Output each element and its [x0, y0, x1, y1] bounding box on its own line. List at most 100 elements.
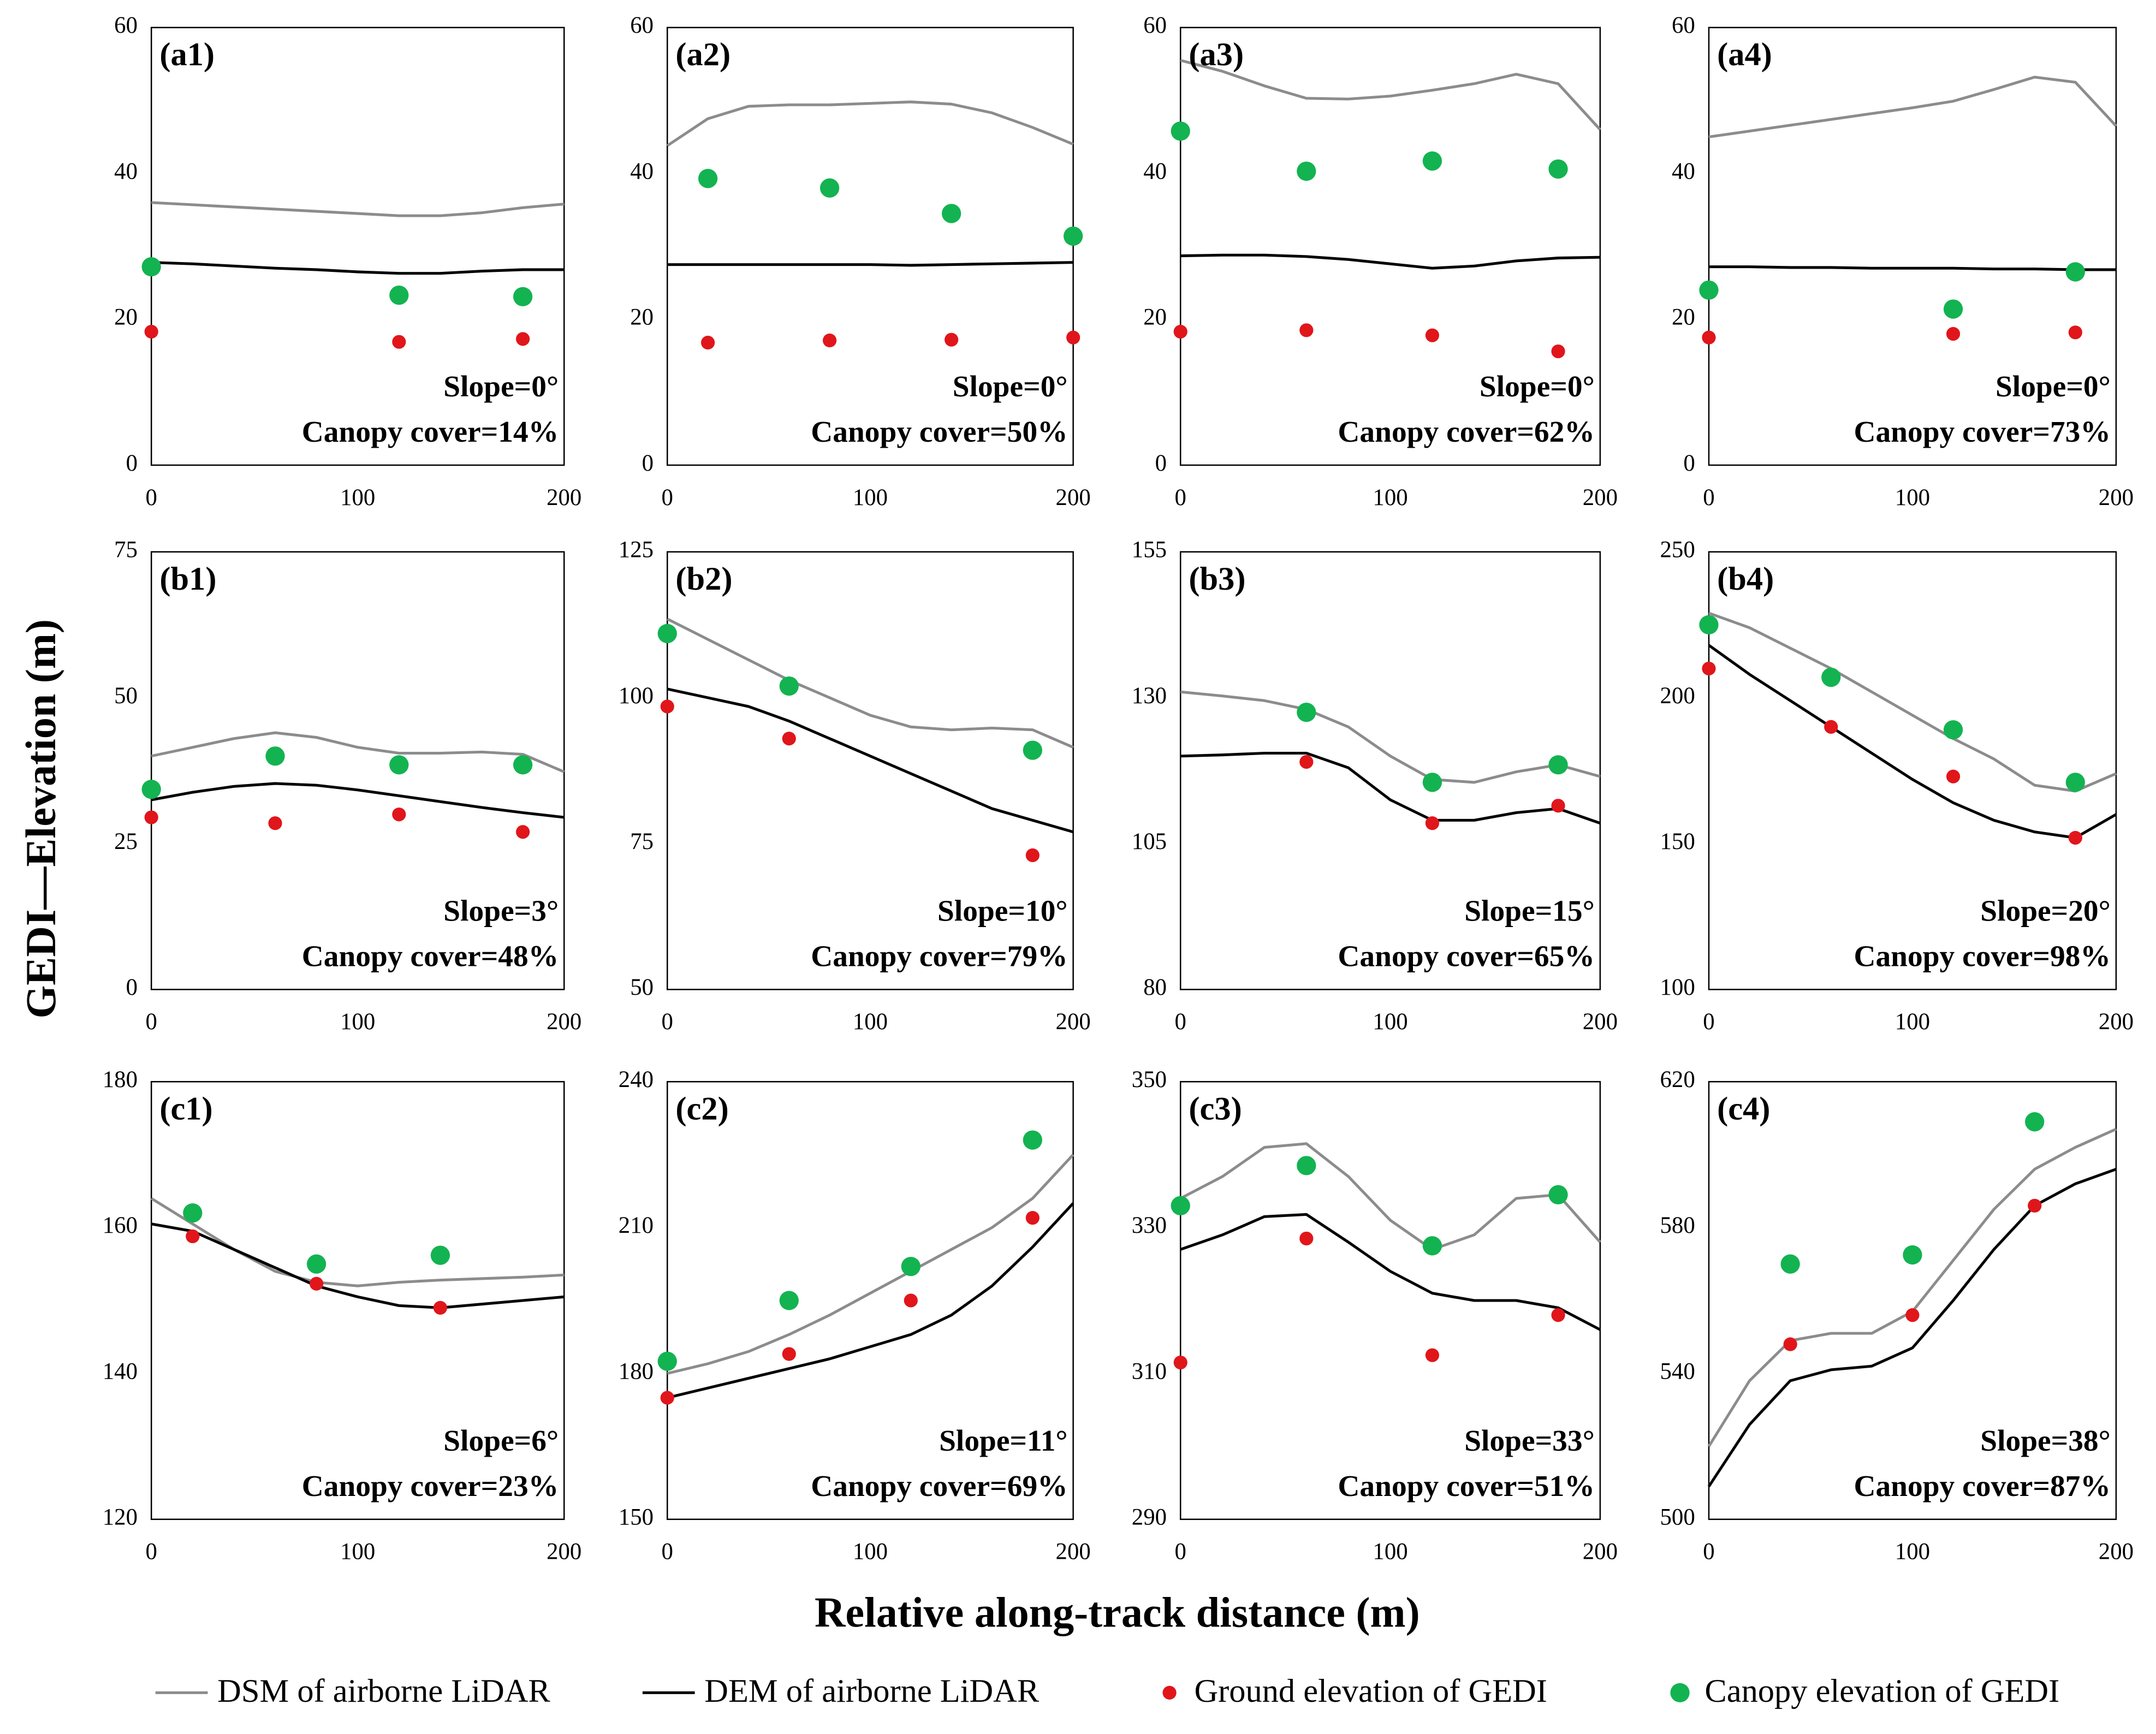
legend-label: Canopy elevation of GEDI — [1704, 1673, 2059, 1709]
x-tick-label: 0 — [146, 1009, 157, 1035]
legend-dot — [1670, 1683, 1690, 1703]
y-tick-label: 75 — [630, 829, 654, 854]
line — [1180, 751, 1601, 825]
slope-note: Slope=33° — [1464, 1424, 1595, 1457]
panel: 290 310 330 350 0 100 200 (c3) Slope=33° Canopy c… — [1132, 1067, 1618, 1565]
panel-label: (a4) — [1717, 37, 1772, 73]
plot-frame — [150, 27, 565, 466]
line — [666, 100, 1074, 147]
x-tick-label: 0 — [662, 485, 673, 510]
x-tick-label: 0 — [146, 485, 157, 510]
canopy-note: Canopy cover=98% — [1854, 940, 2110, 973]
canopy-point — [1943, 299, 1963, 319]
y-tick-label: 620 — [1660, 1067, 1695, 1092]
canopy-point — [779, 676, 799, 696]
y-tick-label: 20 — [1672, 305, 1695, 330]
y-axis-label: GEDI—Elevation (m) — [17, 619, 64, 1018]
slope-note: Slope=0° — [1480, 370, 1595, 403]
panel-label: (c1) — [159, 1091, 212, 1127]
canopy-note: Canopy cover=51% — [1338, 1469, 1594, 1503]
canopy-note: Canopy cover=65% — [1338, 940, 1594, 973]
ground-point — [904, 1293, 918, 1308]
y-tick-label: 50 — [114, 683, 138, 709]
y-tick-label: 500 — [1660, 1505, 1695, 1530]
y-tick-label: 330 — [1132, 1213, 1167, 1238]
x-tick-label: 200 — [1583, 1539, 1618, 1565]
canopy-point — [513, 287, 533, 307]
y-tick-label: 80 — [1143, 975, 1167, 1000]
ground-point — [1425, 816, 1440, 830]
y-tick-label: 0 — [1155, 450, 1167, 476]
x-tick-label: 200 — [2099, 485, 2134, 510]
x-tick-label: 200 — [1056, 1009, 1091, 1035]
line — [151, 1222, 565, 1309]
plot-frame — [1179, 1080, 1601, 1521]
y-tick-label: 150 — [619, 1505, 654, 1530]
slope-note: Slope=10° — [937, 894, 1068, 927]
y-tick-label: 40 — [1143, 158, 1167, 184]
panel-label: (c2) — [675, 1091, 728, 1127]
canopy-note: Canopy cover=87% — [1854, 1469, 2110, 1503]
canopy-point — [1780, 1254, 1800, 1274]
line — [151, 782, 565, 819]
panel: 0 20 40 60 0 100 200 (a3) Slope=0° Canopy cover=6… — [1143, 13, 1618, 510]
panel: 0 20 40 60 0 100 200 (a2) Slope=0° Canopy cover=5… — [630, 13, 1091, 510]
line — [667, 617, 1074, 749]
ground-point — [1173, 1355, 1187, 1370]
x-tick-label: 200 — [1056, 485, 1091, 510]
canopy-point — [1064, 226, 1083, 246]
line — [1180, 253, 1600, 270]
line — [667, 261, 1073, 267]
canopy-point — [1297, 703, 1316, 722]
panel-label: (b3) — [1189, 561, 1245, 597]
canopy-point — [1297, 161, 1316, 181]
canopy-note: Canopy cover=50% — [811, 415, 1067, 448]
plot-frame — [1179, 27, 1601, 466]
y-tick-label: 310 — [1132, 1358, 1167, 1384]
panel-label: (b4) — [1717, 561, 1774, 597]
panel: 500 540 580 620 0 100 200 (c4) Slope=38° Canopy c… — [1660, 1067, 2134, 1565]
x-tick-label: 0 — [662, 1009, 673, 1035]
slope-note: Slope=0° — [443, 370, 559, 403]
line — [1707, 1168, 2117, 1488]
canopy-point — [265, 746, 285, 766]
canopy-note: Canopy cover=62% — [1338, 415, 1594, 448]
plot-frame — [666, 551, 1074, 990]
canopy-point — [141, 780, 161, 799]
ground-point — [1425, 1348, 1440, 1362]
y-tick-label: 130 — [1132, 683, 1167, 709]
x-tick-label: 100 — [1373, 1539, 1407, 1565]
canopy-point — [779, 1291, 799, 1310]
line — [1708, 75, 2117, 139]
panel: 0 20 40 60 0 100 200 (a1) Slope=0° Canopy cover=1… — [114, 13, 581, 510]
x-tick-label: 100 — [1895, 1009, 1930, 1035]
y-tick-label: 150 — [1660, 829, 1695, 854]
ground-point — [945, 332, 959, 347]
x-tick-label: 100 — [1895, 485, 1930, 510]
y-tick-label: 60 — [630, 13, 654, 38]
legend-dot — [1162, 1685, 1177, 1700]
plot-frame — [1708, 27, 2117, 466]
y-tick-label: 0 — [126, 450, 138, 476]
y-tick-label: 100 — [1660, 975, 1695, 1000]
canopy-point — [657, 1351, 677, 1371]
ground-point — [1066, 330, 1080, 345]
y-tick-label: 20 — [1143, 305, 1167, 330]
x-tick-label: 200 — [547, 1539, 581, 1565]
y-tick-label: 180 — [619, 1358, 654, 1384]
canopy-point — [1548, 755, 1568, 775]
y-tick-label: 120 — [103, 1505, 138, 1530]
y-tick-label: 40 — [1672, 158, 1695, 184]
canopy-point — [1548, 159, 1568, 179]
y-tick-label: 350 — [1132, 1067, 1167, 1092]
y-tick-label: 210 — [619, 1213, 654, 1238]
canopy-point — [141, 257, 161, 277]
x-tick-label: 200 — [1583, 485, 1618, 510]
canopy-point — [1821, 667, 1841, 687]
canopy-point — [1422, 151, 1442, 171]
canopy-note: Canopy cover=48% — [302, 940, 559, 973]
line — [150, 1197, 565, 1287]
ground-point — [1824, 720, 1838, 734]
x-tick-label: 100 — [853, 1539, 888, 1565]
x-tick-label: 200 — [547, 485, 581, 510]
